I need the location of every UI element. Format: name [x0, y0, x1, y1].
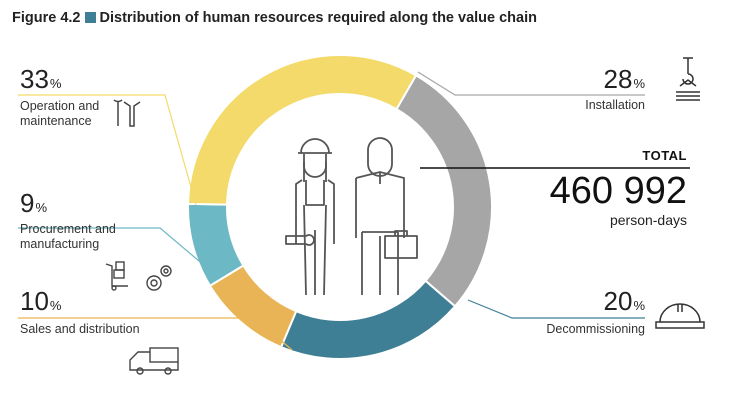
workers-icon	[285, 137, 418, 296]
leader-operation	[18, 94, 197, 206]
tools-icon	[113, 99, 141, 127]
label-sales: Sales and distribution	[20, 322, 140, 336]
figure-number: Figure 4.2	[12, 10, 81, 26]
label-installation: Installation	[585, 98, 645, 112]
leader-sales	[18, 317, 293, 351]
label-procurement: Procurement and manufacturing	[20, 222, 116, 251]
figure-title: Figure 4.2 Distribution of human resource…	[12, 10, 537, 26]
leader-decommissioning	[467, 299, 645, 319]
pct-installation: 28%	[603, 64, 645, 94]
donut-slice-installation	[395, 73, 493, 308]
pct-procurement: 9%	[20, 188, 48, 218]
trolley-gears-icon	[105, 261, 172, 291]
donut-slice-operation-and-maintenance	[187, 54, 418, 206]
figure-title-text: Distribution of human resources required…	[99, 10, 538, 26]
pct-sales: 10%	[20, 286, 62, 316]
donut-slice-decommissioning	[279, 279, 457, 360]
total-value: 460 992	[549, 170, 687, 212]
pct-operation: 33%	[20, 64, 62, 94]
label-decommissioning: Decommissioning	[546, 322, 645, 336]
total-label: TOTAL	[642, 148, 687, 163]
pct-decommissioning: 20%	[603, 286, 645, 316]
total-unit: person-days	[609, 212, 687, 228]
leader-installation	[417, 71, 645, 96]
hard-hat-icon	[655, 303, 705, 329]
leader-procurement	[18, 227, 213, 273]
delivery-truck-icon	[129, 347, 179, 375]
label-operation: Operation and maintenance	[20, 99, 100, 128]
title-marker	[84, 12, 96, 23]
crane-hook-icon	[676, 57, 700, 101]
